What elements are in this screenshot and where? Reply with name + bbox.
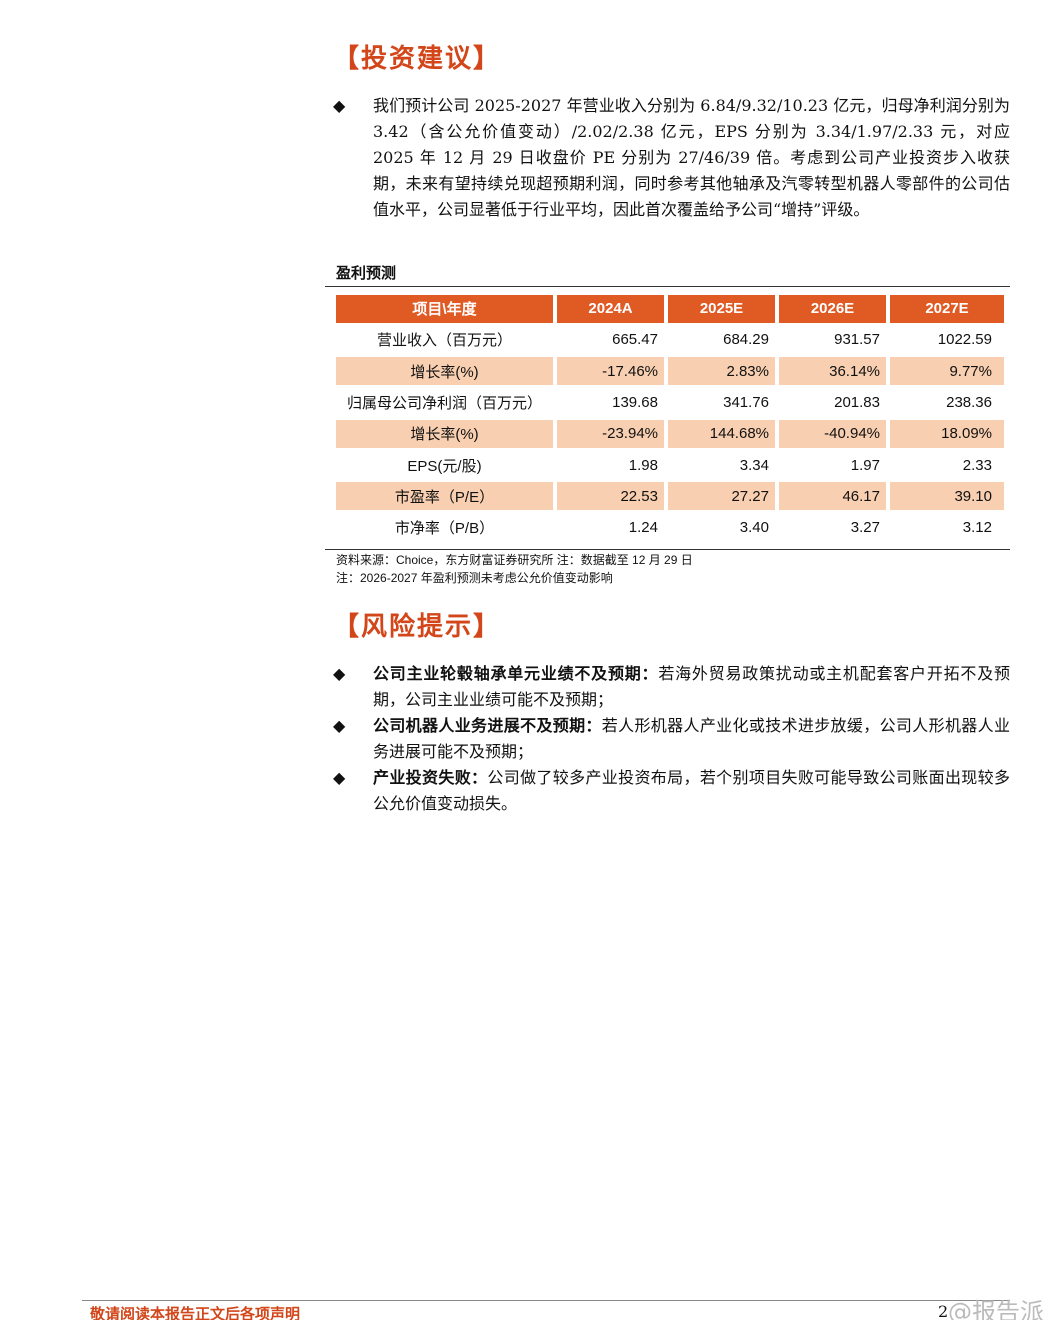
table-cell: -17.46% bbox=[557, 357, 664, 386]
table-row: 市净率（P/B） 1.24 3.40 3.27 3.12 bbox=[336, 512, 1010, 543]
table-cell: 27.27 bbox=[668, 482, 775, 511]
bullet: 公司主业轮毂轴承单元业绩不及预期：若海外贸易政策扰动或主机配套客户开拓不及预期，… bbox=[333, 661, 1010, 713]
table-cell: 1.98 bbox=[628, 456, 658, 474]
bullet-list: 公司主业轮毂轴承单元业绩不及预期：若海外贸易政策扰动或主机配套客户开拓不及预期，… bbox=[333, 661, 1010, 817]
table-row: 归属母公司净利润（百万元） 139.68 341.76 201.83 238.36 bbox=[336, 387, 1010, 418]
table-cell: 201.83 bbox=[834, 394, 880, 412]
disclaimer: 敬请阅读本报告正文后各项声明 bbox=[90, 1305, 301, 1320]
table: 项目\年度 2024A 2025E 2026E 2027E 营业收入（百万元） 665.47… bbox=[325, 286, 1010, 551]
table-cell: 39.10 bbox=[890, 482, 1004, 511]
table-cell: 2.33 bbox=[962, 456, 992, 474]
header-cell: 项目\年度 bbox=[336, 294, 553, 323]
table-cell: -23.94% bbox=[557, 419, 664, 448]
table-cell: 139.68 bbox=[612, 394, 658, 412]
header-cell: 2024A bbox=[557, 294, 664, 323]
bullet-text: 公司做了较多产业投资布局，若个别项目失败可能导致公司账面出现较多公允价值变动损失… bbox=[373, 768, 1010, 813]
table-cell: 营业收入（百万元） bbox=[376, 332, 512, 350]
bullet-lead: 产业投资失败： bbox=[373, 768, 488, 787]
table-row: 营业收入（百万元） 665.47 684.29 931.57 1022.59 bbox=[336, 324, 1010, 355]
header-cell: 2025E bbox=[668, 294, 775, 323]
section-title: 【投资建议】 bbox=[333, 44, 502, 74]
table-cell: 1.24 bbox=[628, 519, 658, 537]
table-cell: 增长率(%) bbox=[336, 419, 553, 448]
table-cell: 9.77% bbox=[890, 357, 1004, 386]
watermark: @报告派 bbox=[948, 1298, 1044, 1320]
header-cell: 2027E bbox=[890, 294, 1004, 323]
table-cell: 3.34 bbox=[739, 456, 769, 474]
table-cell: 3.40 bbox=[739, 519, 769, 537]
table-row: 市盈率（P/E） 22.53 27.27 46.17 39.10 bbox=[336, 481, 1010, 512]
table-cell: 3.27 bbox=[850, 519, 880, 537]
table-cell: 18.09% bbox=[890, 419, 1004, 448]
table-cell: 665.47 bbox=[612, 331, 658, 349]
table-cell: 931.57 bbox=[834, 331, 880, 349]
table-cell: 3.12 bbox=[962, 519, 992, 537]
header-cell: 2026E bbox=[779, 294, 886, 323]
section-title: 【风险提示】 bbox=[333, 612, 502, 642]
table-cell: 684.29 bbox=[723, 331, 769, 349]
table-cell: EPS(元/股) bbox=[407, 457, 482, 475]
note: 注：2026-2027 年盈利预测未考虑公允价值变动影响 bbox=[336, 571, 613, 585]
bullet-text: 若海外贸易政策扰动或主机配套客户开拓不及预期，公司主业业绩可能不及预期； bbox=[373, 664, 1010, 709]
header-row: 项目\年度 2024A 2025E 2026E 2027E bbox=[336, 293, 1010, 324]
bullet: 公司机器人业务进展不及预期：若人形机器人产业化或技术进步放缓，公司人形机器人业务… bbox=[333, 713, 1010, 765]
table-cell: 238.36 bbox=[946, 394, 992, 412]
table-cell: 2.83% bbox=[668, 357, 775, 386]
table-cell: 46.17 bbox=[779, 482, 886, 511]
table-cell: 市净率（P/B） bbox=[394, 520, 495, 538]
table-cell: 144.68% bbox=[668, 419, 775, 448]
table-cell: 1.97 bbox=[850, 456, 880, 474]
table-cell: 1022.59 bbox=[937, 331, 992, 349]
table-cell: 22.53 bbox=[557, 482, 664, 511]
table-cell: -40.94% bbox=[779, 419, 886, 448]
bullet: 产业投资失败：公司做了较多产业投资布局，若个别项目失败可能导致公司账面出现较多公… bbox=[333, 765, 1010, 817]
table-cell: 增长率(%) bbox=[336, 357, 553, 386]
table-row: 增长率(%) -17.46% 2.83% 36.14% 9.77% bbox=[336, 356, 1010, 387]
note: 资料来源：Choice，东方财富证券研究所 注：数据截至 12 月 29 日 bbox=[336, 553, 693, 567]
table-cell: 市盈率（P/E） bbox=[336, 482, 553, 511]
table-cell: 36.14% bbox=[779, 357, 886, 386]
table-title: 盈利预测 bbox=[336, 264, 397, 282]
table-cell: 341.76 bbox=[723, 394, 769, 412]
bullet-lead: 公司主业轮毂轴承单元业绩不及预期： bbox=[373, 664, 659, 683]
bullet-list: 我们预计公司 2025-2027 年营业收入分别为 6.84/9.32/10.2… bbox=[333, 93, 1010, 223]
table-row: EPS(元/股) 1.98 3.34 1.97 2.33 bbox=[336, 449, 1010, 480]
bullet: 我们预计公司 2025-2027 年营业收入分别为 6.84/9.32/10.2… bbox=[333, 93, 1010, 223]
bullet-text: 若人形机器人产业化或技术进步放缓，公司人形机器人业务进展可能不及预期； bbox=[373, 716, 1010, 761]
bullet-lead: 公司机器人业务进展不及预期： bbox=[373, 716, 602, 735]
table-row: 增长率(%) -23.94% 144.68% -40.94% 18.09% bbox=[336, 418, 1010, 449]
page-number: 2 bbox=[938, 1302, 949, 1320]
footer-rule bbox=[82, 1300, 1010, 1301]
table-cell: 归属母公司净利润（百万元） bbox=[346, 395, 542, 413]
